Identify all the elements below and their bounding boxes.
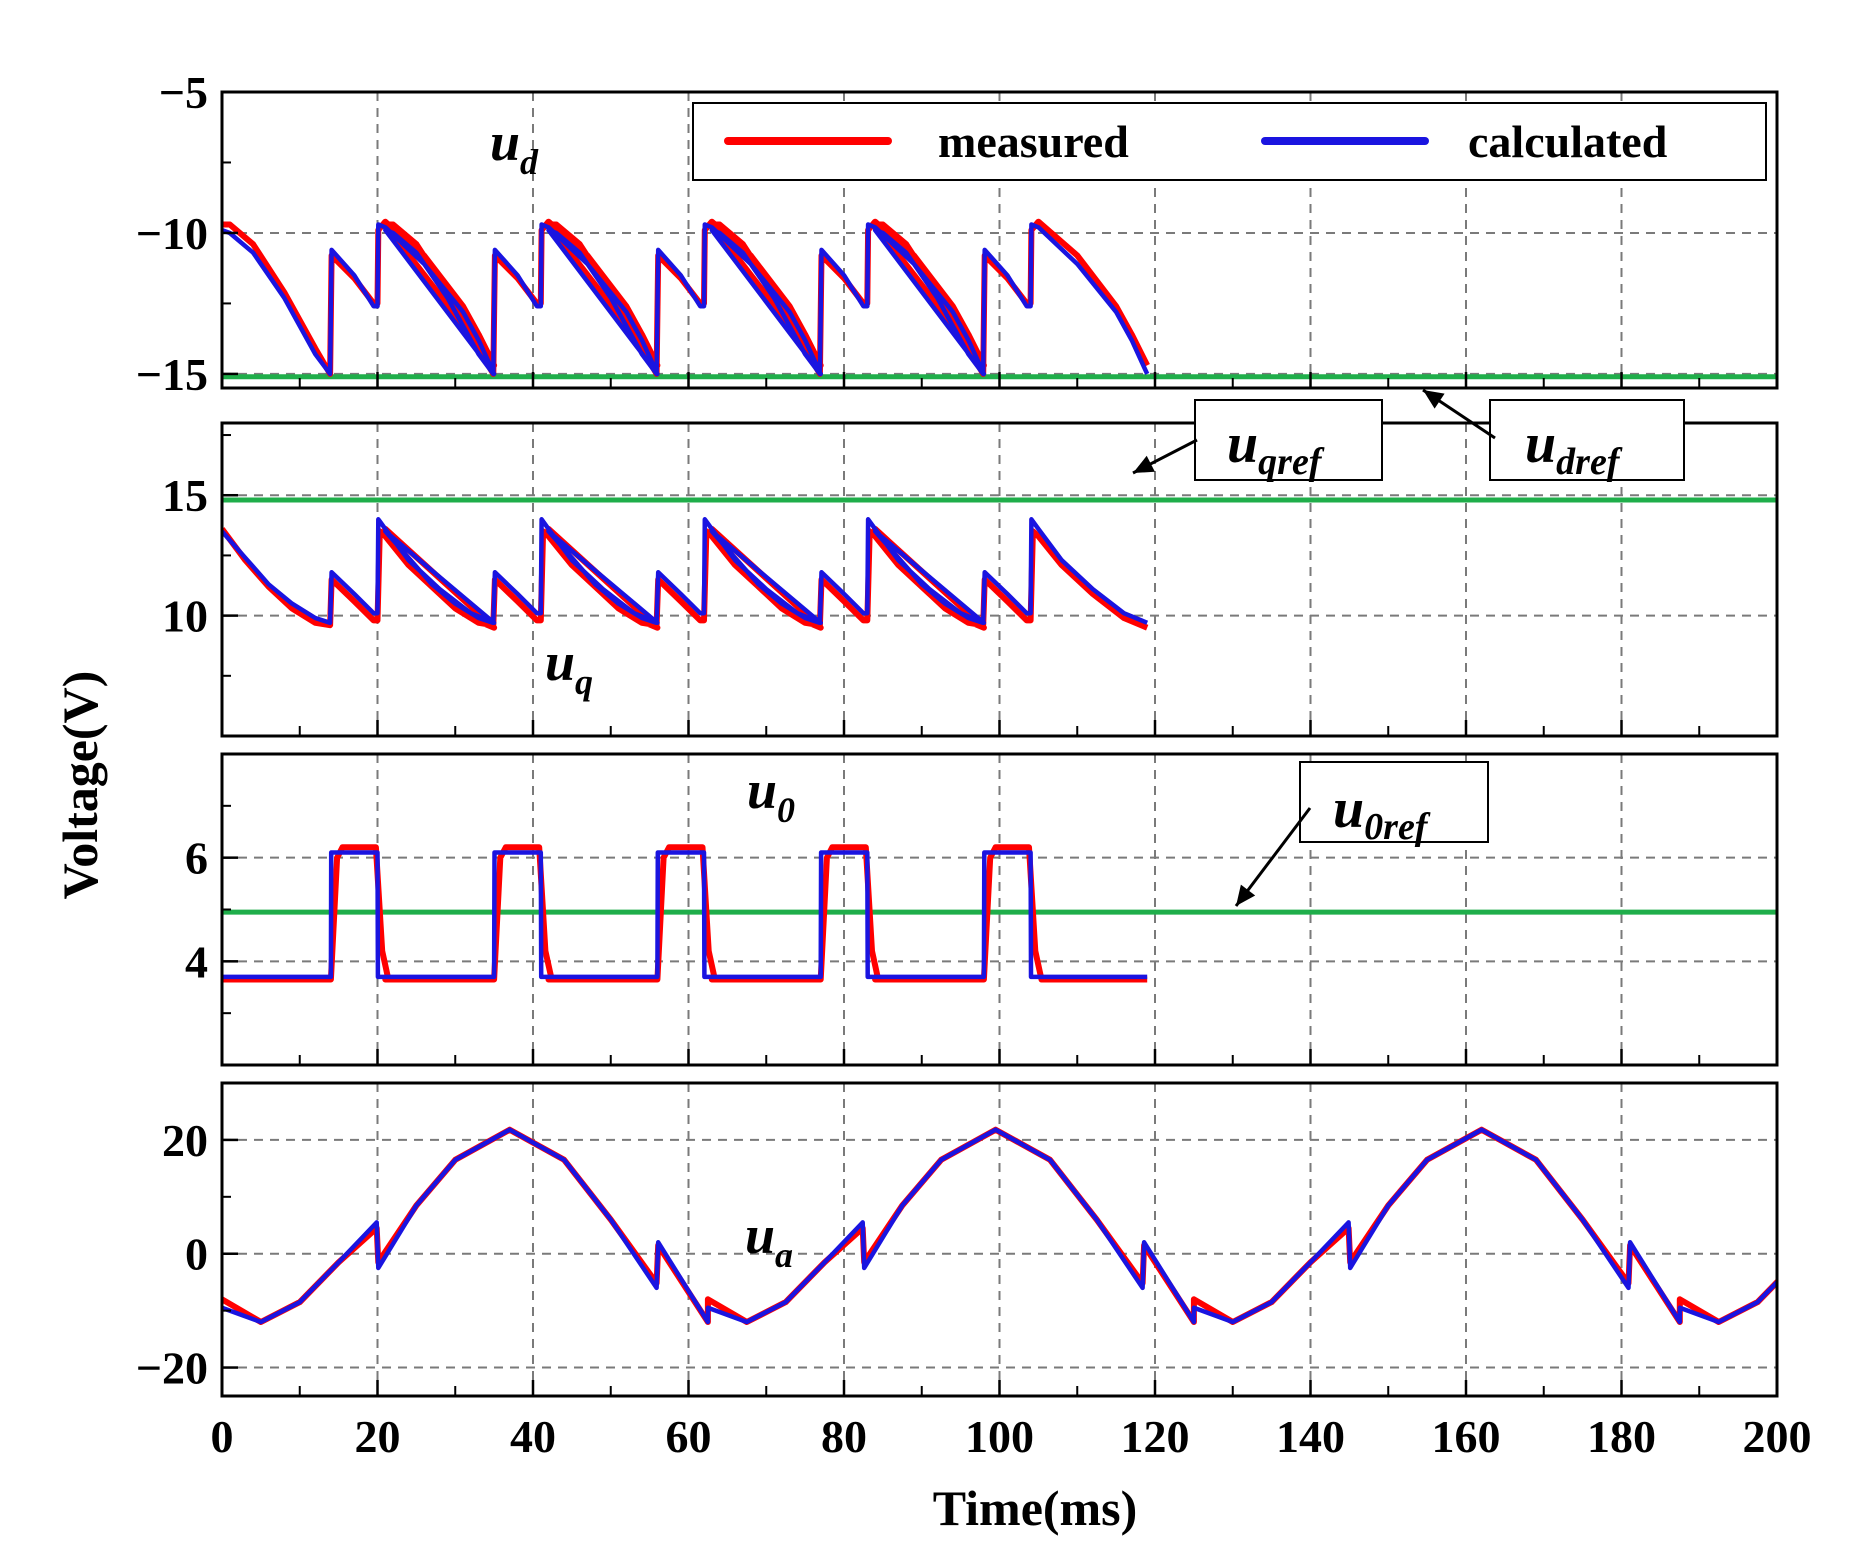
uq-callout-arrowhead (1133, 455, 1155, 473)
y-tick-label-ud: −10 (136, 208, 208, 259)
x-tick-label: 200 (1743, 1411, 1812, 1462)
legend: measured calculated (692, 102, 1767, 181)
ua-panel-label: ua (745, 1205, 793, 1275)
uq-callout-box (1194, 399, 1383, 481)
y-tick-label-ud: −15 (136, 349, 208, 400)
panel-ua: 20 0 −20 ua (136, 1081, 1779, 1398)
ud-measured-series (222, 218, 1150, 377)
x-tick-label: 160 (1432, 1411, 1501, 1462)
u0-measured-series (222, 844, 1148, 983)
x-tick-label: 100 (965, 1411, 1034, 1462)
u0-callout-box (1299, 761, 1489, 843)
panels: −5 −10 −15 ud 10 15 uq 4 6 u0 20 0 −20 ua (136, 67, 1779, 1398)
y-tick-label-ua: 0 (185, 1229, 208, 1280)
ua-calculated-series (222, 1127, 1777, 1325)
u0-calculated-series (222, 850, 1148, 980)
x-tick-label: 80 (821, 1411, 867, 1462)
y-tick-label-ua: −20 (136, 1343, 208, 1394)
uq-calculated-series (222, 517, 1149, 626)
x-tick-label: 140 (1276, 1411, 1345, 1462)
panel-u0: 4 6 u0 (185, 752, 1779, 1067)
x-tick-labels: 0 20 40 60 80 100 120 140 160 180 200 (211, 1411, 1812, 1462)
x-tick-label: 120 (1121, 1411, 1190, 1462)
ud-calculated-series (222, 222, 1150, 377)
x-tick-label: 0 (211, 1411, 234, 1462)
u0-callout-arrow (1234, 807, 1312, 907)
uq-reference-callout: uqref (1132, 399, 1383, 483)
x-tick-label: 60 (666, 1411, 712, 1462)
ud-callout-box (1489, 399, 1685, 481)
y-tick-label-u0: 4 (185, 936, 208, 987)
ud-callout-label: udref (1525, 413, 1623, 483)
y-tick-label-u0: 6 (185, 833, 208, 884)
x-axis-title: Time(ms) (933, 1480, 1138, 1536)
u0-callout-label: u0ref (1333, 778, 1431, 848)
u0-callout-arrowhead (1236, 884, 1256, 906)
x-tick-label: 180 (1587, 1411, 1656, 1462)
y-axis-title: Voltage(V) (52, 671, 108, 900)
u0-reference-callout: u0ref (1234, 761, 1489, 907)
x-tick-label: 20 (355, 1411, 401, 1462)
y-tick-label-uq: 10 (162, 591, 208, 642)
panel-uq: 10 15 uq (162, 421, 1779, 738)
legend-box (692, 102, 1767, 181)
ud-callout-arrowhead (1423, 390, 1445, 409)
y-tick-label-ud: −5 (159, 67, 208, 118)
uq-measured-series (222, 525, 1149, 631)
uq-callout-label: uqref (1227, 413, 1325, 483)
y-tick-label-uq: 15 (162, 470, 208, 521)
callouts: udref uqref u0ref (1132, 388, 1685, 907)
ud-reference-callout: udref (1422, 388, 1685, 483)
legend-measured-label: measured (938, 116, 1129, 167)
ud-panel-label: ud (490, 112, 539, 182)
legend-calculated-label: calculated (1468, 116, 1668, 167)
y-tick-label-ua: 20 (162, 1115, 208, 1166)
uq-panel-label: uq (545, 632, 593, 702)
x-tick-label: 40 (510, 1411, 556, 1462)
u0-panel-label: u0 (747, 760, 795, 830)
panel-ud: −5 −10 −15 ud (136, 67, 1779, 400)
